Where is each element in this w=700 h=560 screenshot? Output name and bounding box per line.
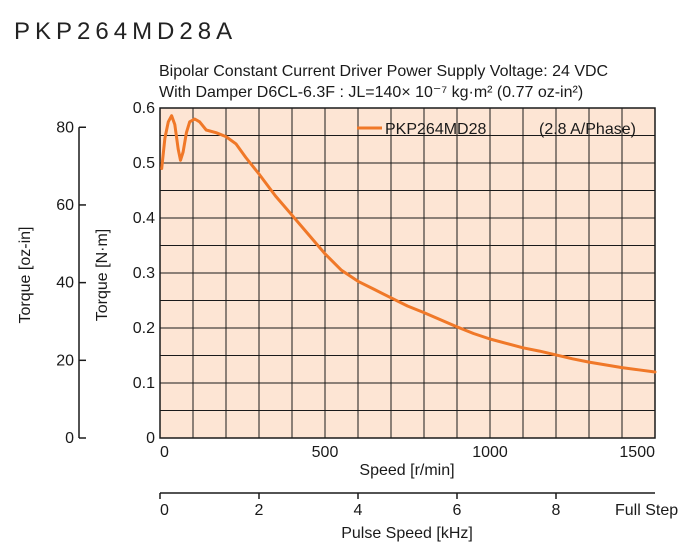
x-tick-label: 500 <box>312 444 339 461</box>
x-tick-label: 1000 <box>472 444 508 461</box>
y2-tick-label: 20 <box>56 352 74 369</box>
chart-subtitle-line2: With Damper D6CL-6.3F : JL=140× 10⁻⁷ kg·… <box>159 84 583 101</box>
y-tick-label: 0.5 <box>133 155 155 172</box>
y2-tick-label: 40 <box>56 275 74 292</box>
y2-axis: 0 20 40 60 80 <box>56 119 86 447</box>
legend-annotation: (2.8 A/Phase) <box>539 121 636 138</box>
y-tick-label: 0.1 <box>133 375 155 392</box>
x2-axis-label: Pulse Speed [kHz] <box>341 525 473 542</box>
y2-axis-label: Torque [oz-in] <box>17 227 34 324</box>
y-tick-label: 0.4 <box>133 210 155 227</box>
y-axis-ticks: 0 0.1 0.2 0.3 0.4 0.5 0.6 <box>133 100 155 447</box>
x2-tick-label: 6 <box>453 502 462 519</box>
x-axis-label: Speed [r/min] <box>359 462 454 479</box>
x-tick-label: 1500 <box>619 444 655 461</box>
x2-tick-label: 4 <box>354 502 363 519</box>
series-line-pkp264md28 <box>160 114 657 374</box>
x2-end-label: Full Step <box>615 502 678 519</box>
y-axis-label: Torque [N·m] <box>94 229 111 321</box>
x-tick-label: 0 <box>160 444 169 461</box>
y-tick-label: 0 <box>146 430 155 447</box>
x2-tick-label: 8 <box>552 502 561 519</box>
x2-axis: 0 2 4 6 8 <box>159 492 655 519</box>
model-title: PKP264MD28A <box>14 18 237 45</box>
legend-label: PKP264MD28 <box>385 121 486 138</box>
y2-tick-label: 60 <box>56 197 74 214</box>
y2-tick-label: 80 <box>56 119 74 136</box>
grid-lines <box>160 108 655 438</box>
chart-subtitle-line1: Bipolar Constant Current Driver Power Su… <box>159 63 608 80</box>
y2-tick-label: 0 <box>65 430 74 447</box>
x2-tick-label: 2 <box>255 502 264 519</box>
y-tick-label: 0.3 <box>133 265 155 282</box>
x-axis-ticks: 0 500 1000 1500 <box>160 444 655 461</box>
y-tick-label: 0.6 <box>133 100 155 117</box>
x2-tick-label: 0 <box>160 502 169 519</box>
y-tick-label: 0.2 <box>133 320 155 337</box>
plot-frame <box>159 107 656 439</box>
